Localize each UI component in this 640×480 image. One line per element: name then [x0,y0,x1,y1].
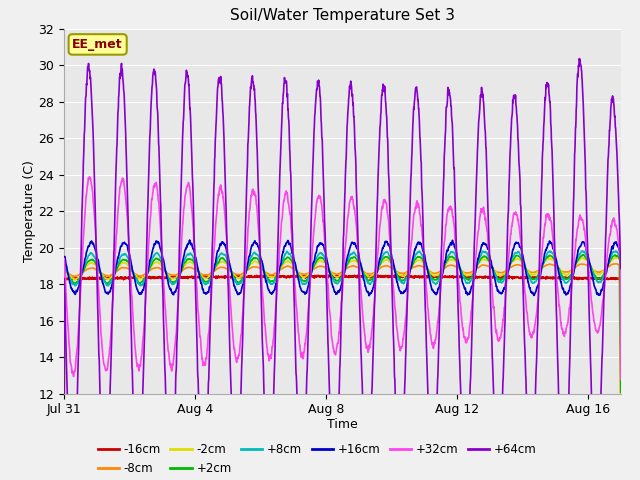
Text: EE_met: EE_met [72,38,123,51]
Legend: -16cm, -8cm, -2cm, +2cm, +8cm, +16cm, +32cm, +64cm: -16cm, -8cm, -2cm, +2cm, +8cm, +16cm, +3… [98,443,536,475]
Title: Soil/Water Temperature Set 3: Soil/Water Temperature Set 3 [230,9,455,24]
X-axis label: Time: Time [327,418,358,431]
Y-axis label: Temperature (C): Temperature (C) [22,160,36,262]
